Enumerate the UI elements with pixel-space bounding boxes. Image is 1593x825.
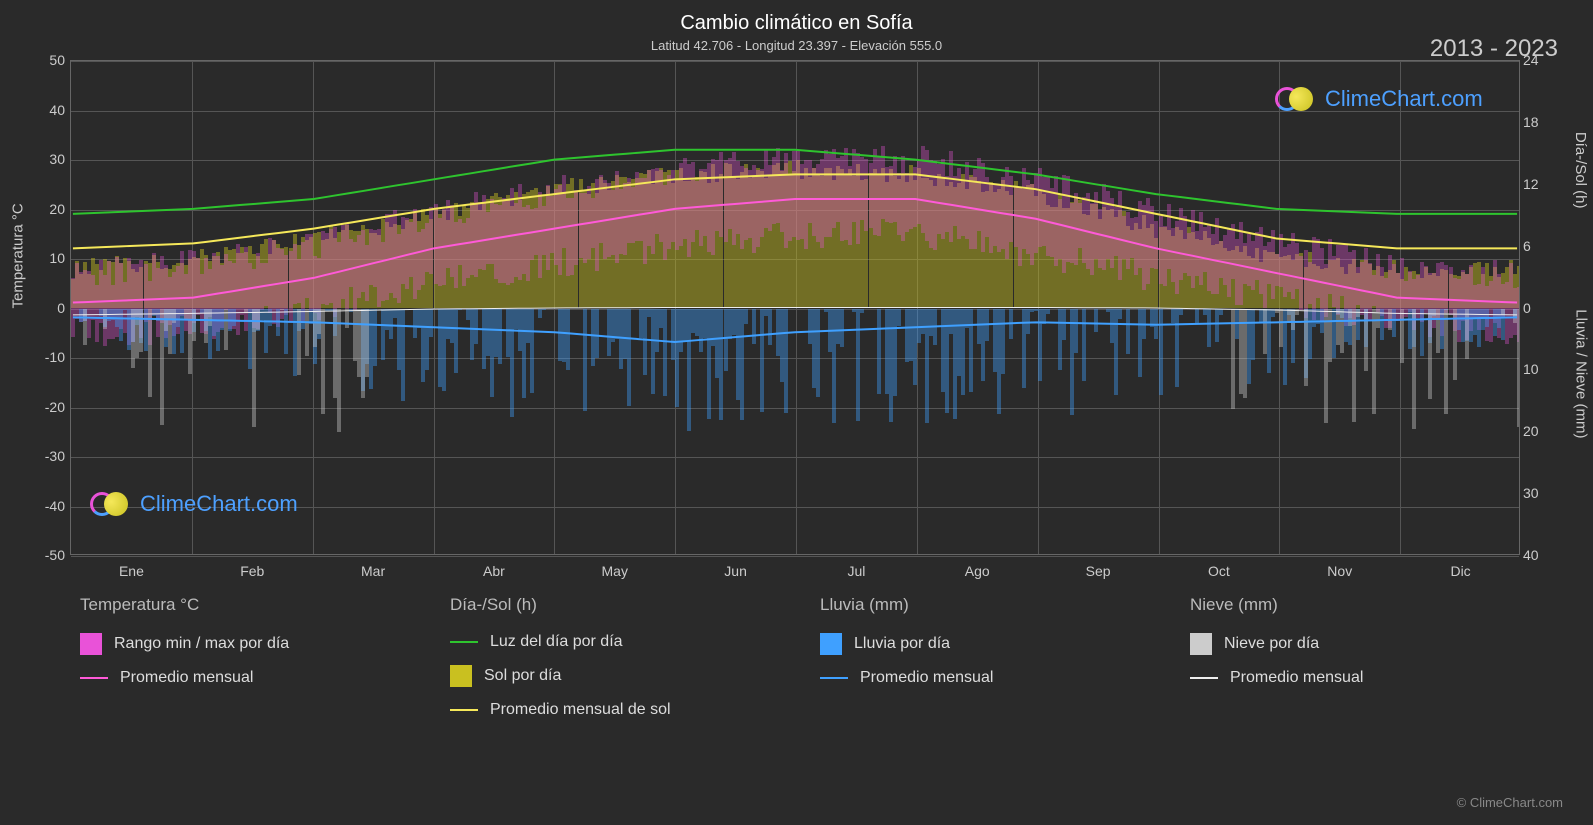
x-tick: Dic [1450,563,1470,579]
x-tick: Ago [965,563,990,579]
legend: Temperatura °C Rango min / max por día Pro… [80,595,1520,733]
legend-label: Rango min / max por día [114,635,289,653]
x-tick: Oct [1208,563,1230,579]
watermark: ClimeChart.com [90,490,298,518]
legend-label: Promedio mensual [860,669,993,687]
watermark: ClimeChart.com [1275,85,1483,113]
y-tick-left: 30 [40,151,65,167]
y-tick-right: 40 [1523,547,1548,563]
chart-subtitle: Latitud 42.706 - Longitud 23.397 - Eleva… [651,38,942,53]
y-tick-right: 30 [1523,485,1548,501]
legend-item: Promedio mensual [80,669,410,687]
legend-header: Nieve (mm) [1190,595,1520,615]
x-tick: Abr [483,563,505,579]
x-tick: Mar [361,563,385,579]
y-tick-left: -30 [40,448,65,464]
y-axis-right-bottom-label: Lluvia / Nieve (mm) [1573,309,1590,438]
legend-label: Promedio mensual [1230,669,1363,687]
legend-item: Rango min / max por día [80,633,410,655]
legend-label: Promedio mensual de sol [490,701,671,719]
y-tick-left: 50 [40,52,65,68]
legend-marker [450,665,472,687]
legend-item: Nieve por día [1190,633,1520,655]
y-tick-left: 10 [40,250,65,266]
legend-label: Sol por día [484,667,561,685]
legend-item: Luz del día por día [450,633,780,651]
legend-item: Promedio mensual de sol [450,701,780,719]
y-tick-right: 10 [1523,361,1548,377]
legend-marker [450,641,478,644]
legend-item: Lluvia por día [820,633,1150,655]
x-tick: Jul [847,563,865,579]
legend-label: Nieve por día [1224,635,1319,653]
x-tick: Nov [1327,563,1352,579]
copyright: © ClimeChart.com [1457,795,1563,810]
legend-marker [820,633,842,655]
y-tick-right: 0 [1523,300,1548,316]
x-tick: May [602,563,628,579]
y-axis-right-top-label: Día-/Sol (h) [1573,132,1590,209]
y-tick-right: 12 [1523,176,1548,192]
legend-item: Sol por día [450,665,780,687]
y-tick-left: -10 [40,349,65,365]
x-tick: Feb [240,563,264,579]
y-tick-left: 40 [40,102,65,118]
legend-marker [820,677,848,680]
y-tick-left: -20 [40,399,65,415]
watermark-text: ClimeChart.com [1325,86,1483,112]
y-tick-right: 6 [1523,238,1548,254]
y-tick-left: -50 [40,547,65,563]
x-tick: Ene [119,563,144,579]
legend-header: Lluvia (mm) [820,595,1150,615]
logo-icon [90,490,132,518]
y-axis-left-label: Temperatura °C [10,203,27,308]
legend-marker [80,633,102,655]
legend-item: Promedio mensual [1190,669,1520,687]
y-tick-right: 24 [1523,52,1548,68]
x-tick: Jun [724,563,747,579]
legend-header: Día-/Sol (h) [450,595,780,615]
x-tick: Sep [1086,563,1111,579]
y-tick-right: 20 [1523,423,1548,439]
legend-marker [450,709,478,712]
legend-marker [1190,633,1212,655]
y-tick-left: -40 [40,498,65,514]
legend-marker [1190,677,1218,680]
chart-plot: EneFebMarAbrMayJunJulAgoSepOctNovDic [70,60,1520,555]
legend-header: Temperatura °C [80,595,410,615]
y-tick-left: 20 [40,201,65,217]
legend-label: Lluvia por día [854,635,950,653]
logo-icon [1275,85,1317,113]
y-tick-right: 18 [1523,114,1548,130]
watermark-text: ClimeChart.com [140,491,298,517]
legend-label: Luz del día por día [490,633,623,651]
legend-label: Promedio mensual [120,669,253,687]
legend-item: Promedio mensual [820,669,1150,687]
y-tick-left: 0 [40,300,65,316]
chart-title: Cambio climático en Sofía [680,12,912,35]
legend-marker [80,677,108,680]
